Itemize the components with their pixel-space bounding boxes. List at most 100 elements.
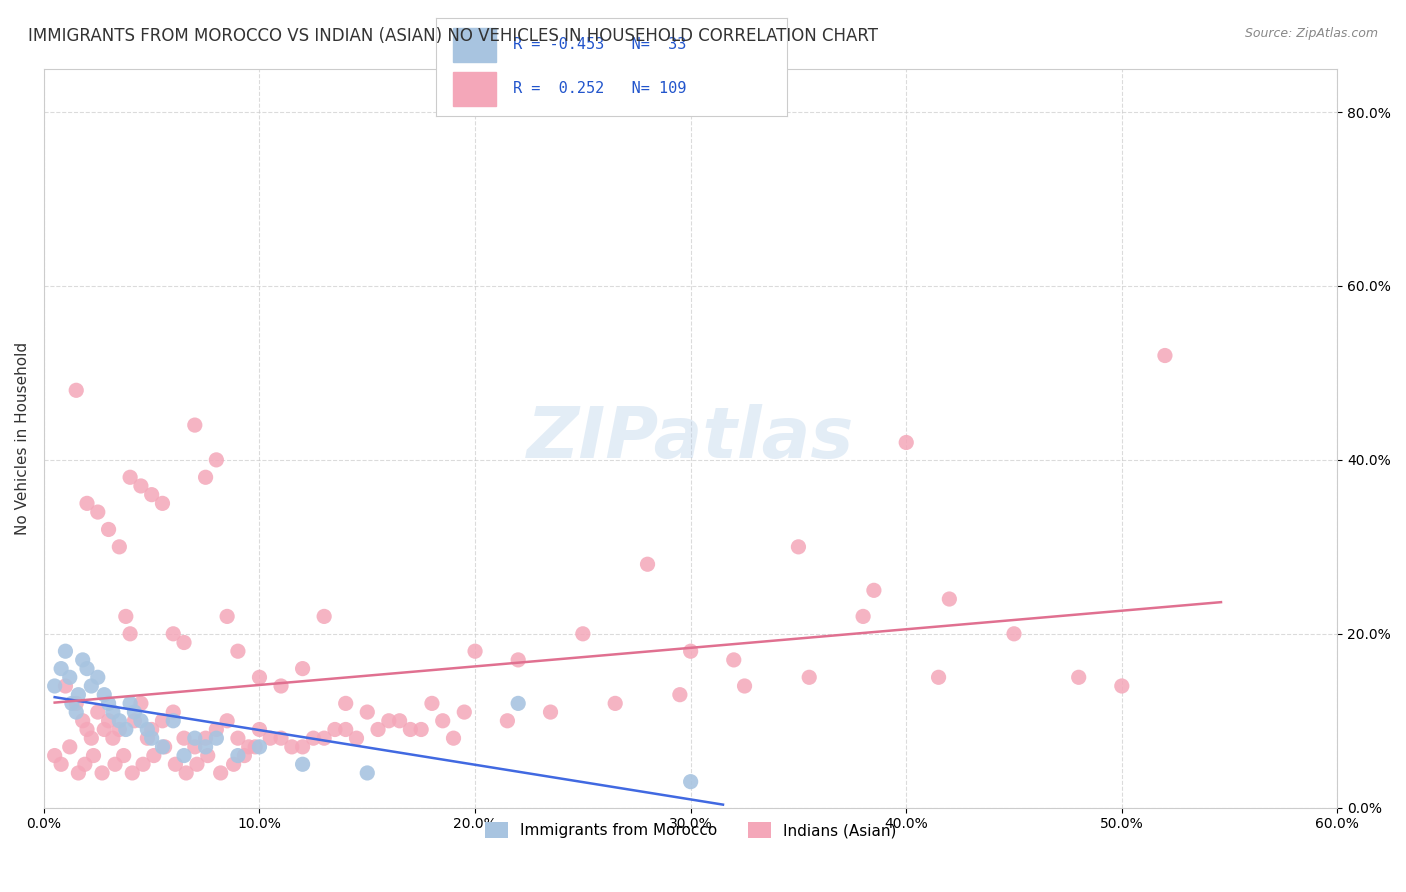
Point xyxy=(97,714,120,728)
Point xyxy=(162,627,184,641)
Point xyxy=(108,714,131,728)
Point xyxy=(76,662,98,676)
Point xyxy=(87,505,110,519)
Point xyxy=(101,705,124,719)
Point xyxy=(76,723,98,737)
Point xyxy=(928,670,950,684)
Point xyxy=(197,748,219,763)
Point xyxy=(59,670,82,684)
Point xyxy=(67,688,90,702)
Point xyxy=(60,697,83,711)
Point xyxy=(97,697,120,711)
Text: R =  0.252   N= 109: R = 0.252 N= 109 xyxy=(513,81,686,96)
Point xyxy=(302,731,325,746)
Point xyxy=(1111,679,1133,693)
Point xyxy=(49,757,72,772)
Point xyxy=(226,731,249,746)
Y-axis label: No Vehicles in Household: No Vehicles in Household xyxy=(15,342,30,534)
Point xyxy=(540,705,562,719)
Point xyxy=(679,774,702,789)
Point xyxy=(1067,670,1090,684)
Point xyxy=(443,731,465,746)
Point xyxy=(238,739,260,754)
Point xyxy=(59,739,82,754)
Point xyxy=(49,662,72,676)
Point xyxy=(323,723,346,737)
Point xyxy=(80,679,103,693)
Point xyxy=(173,748,195,763)
Point xyxy=(249,670,271,684)
Bar xyxy=(453,72,496,106)
Point xyxy=(174,766,197,780)
Point xyxy=(346,731,368,746)
Point xyxy=(114,609,136,624)
Point xyxy=(1002,627,1025,641)
Point xyxy=(356,766,378,780)
Point xyxy=(388,714,411,728)
Point xyxy=(142,748,165,763)
Point xyxy=(605,697,627,711)
Point xyxy=(378,714,401,728)
Point xyxy=(121,766,143,780)
Point xyxy=(679,644,702,658)
Point xyxy=(432,714,454,728)
Point xyxy=(896,435,918,450)
Point xyxy=(153,739,176,754)
Point xyxy=(209,766,232,780)
Point xyxy=(87,670,110,684)
Point xyxy=(108,540,131,554)
Point xyxy=(80,731,103,746)
Text: ZIPatlas: ZIPatlas xyxy=(527,404,855,473)
Point xyxy=(173,635,195,649)
Point xyxy=(249,739,271,754)
Point xyxy=(72,714,94,728)
Point xyxy=(120,627,142,641)
Point xyxy=(65,697,87,711)
Point xyxy=(194,739,217,754)
Point xyxy=(91,766,114,780)
Point xyxy=(291,739,314,754)
Point xyxy=(194,470,217,484)
Point xyxy=(852,609,875,624)
Point xyxy=(222,757,245,772)
Point xyxy=(120,470,142,484)
Point xyxy=(55,679,77,693)
Point xyxy=(335,723,357,737)
Point xyxy=(233,748,256,763)
Point xyxy=(194,731,217,746)
Point xyxy=(65,384,87,398)
Point xyxy=(356,705,378,719)
Point xyxy=(734,679,756,693)
Point xyxy=(93,688,115,702)
Point xyxy=(129,714,152,728)
Point xyxy=(72,653,94,667)
Point xyxy=(108,723,131,737)
Text: R = -0.453   N=  33: R = -0.453 N= 33 xyxy=(513,37,686,52)
Point xyxy=(249,723,271,737)
Point xyxy=(259,731,281,746)
Point xyxy=(226,644,249,658)
Point xyxy=(205,723,228,737)
Point xyxy=(82,748,104,763)
Point xyxy=(65,705,87,719)
Point xyxy=(270,679,292,693)
Point xyxy=(141,731,163,746)
Point xyxy=(104,757,127,772)
Point xyxy=(420,697,443,711)
Point xyxy=(572,627,595,641)
Point xyxy=(243,739,266,754)
Point xyxy=(184,739,207,754)
Point xyxy=(165,757,187,772)
Point xyxy=(129,697,152,711)
Legend: Immigrants from Morocco, Indians (Asian): Immigrants from Morocco, Indians (Asian) xyxy=(479,816,903,845)
Point xyxy=(799,670,821,684)
Point xyxy=(186,757,208,772)
Point xyxy=(44,679,66,693)
Point xyxy=(508,653,530,667)
Text: IMMIGRANTS FROM MOROCCO VS INDIAN (ASIAN) NO VEHICLES IN HOUSEHOLD CORRELATION C: IMMIGRANTS FROM MOROCCO VS INDIAN (ASIAN… xyxy=(28,27,879,45)
Point xyxy=(141,488,163,502)
Point xyxy=(637,558,659,572)
Point xyxy=(136,723,159,737)
Point xyxy=(162,714,184,728)
Point xyxy=(508,697,530,711)
